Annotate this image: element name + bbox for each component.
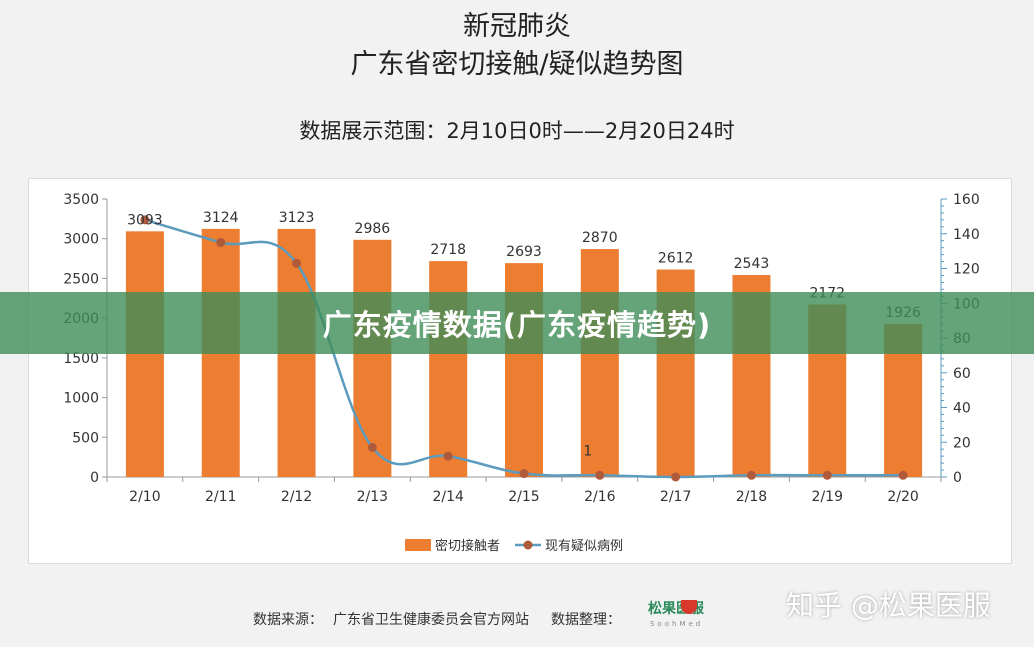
footer-source-org: 广东省卫生健康委员会官方网站 [333,612,529,628]
line-point-2/18 [746,470,756,480]
footer-credits: 数据来源： 广东省卫生健康委员会官方网站 数据整理： [253,609,621,629]
legend-line-label: 现有疑似病例 [545,538,623,554]
x-tick-label: 2/11 [205,489,236,505]
x-tick-label: 2/19 [812,489,843,505]
line-value-label: 1 [583,443,592,459]
line-point-2/13 [367,442,377,452]
bar-value-label: 3093 [127,212,163,228]
x-tick-label: 2/10 [129,489,160,505]
pot-icon [681,600,697,614]
x-tick-label: 2/17 [660,489,691,505]
line-point-2/20 [898,470,908,480]
x-tick-label: 2/15 [508,489,539,505]
y-left-tick-label: 1500 [63,351,99,367]
bar-value-label: 2693 [506,244,542,260]
data-range-caption: 数据展示范围：2月10日0时——2月20日24时 [299,119,735,143]
bar-value-label: 2612 [658,251,694,267]
legend-bar-swatch [405,539,431,551]
y-left-tick-label: 1000 [63,391,99,407]
y-left-tick-label: 2500 [63,271,99,287]
brand-logo: 松果医服 SoohMed [648,598,738,638]
bar-value-label: 3123 [279,210,315,226]
footer-source-label: 数据来源： [253,612,323,628]
y-left-tick-label: 500 [72,430,99,446]
chart-title-line1: 新冠肺炎 [463,11,571,42]
y-right-tick-label: 0 [953,470,962,486]
overlay-banner-text: 广东疫情数据(广东疫情趋势) [322,308,712,342]
line-point-2/12 [292,258,302,268]
bar-value-label: 2543 [734,256,770,272]
line-point-2/10 [140,215,150,225]
bar-2/13 [353,239,392,477]
y-left-tick-label: 3500 [63,192,99,208]
y-right-tick-label: 120 [953,262,980,278]
combo-chart: 0500100015002000250030003500020406080100… [63,192,980,554]
line-point-2/11 [216,237,226,247]
bar-2/10 [125,231,164,477]
y-right-tick-label: 160 [953,192,980,208]
line-point-2/16 [595,470,605,480]
chart-title-line2: 广东省密切接触/疑似趋势图 [350,49,684,80]
x-tick-label: 2/20 [887,489,918,505]
legend-line-marker [523,540,533,550]
y-right-tick-label: 20 [953,435,971,451]
legend-bar-label: 密切接触者 [435,538,500,554]
y-left-tick-label: 0 [90,470,99,486]
x-tick-label: 2/12 [281,489,312,505]
x-tick-label: 2/14 [432,489,464,505]
brand-logo-subtext: SoohMed [650,620,704,628]
line-point-2/15 [519,469,529,479]
y-right-tick-label: 40 [953,401,971,417]
watermark: 知乎 @松果医服 [786,589,991,622]
bar-2/16 [580,249,619,477]
x-tick-label: 2/18 [736,489,767,505]
bar-value-label: 2986 [355,221,391,237]
x-tick-label: 2/16 [584,489,616,505]
line-point-2/14 [443,451,453,461]
bar-value-label: 3124 [203,210,239,226]
line-series-path [144,218,904,479]
bar-value-label: 2870 [582,230,618,246]
overlay-banner: 广东疫情数据(广东疫情趋势) [0,292,1034,354]
line-point-2/19 [822,470,832,480]
y-right-tick-label: 60 [953,366,971,382]
chart-panel: 0500100015002000250030003500020406080100… [28,178,1012,564]
x-tick-label: 2/13 [357,489,388,505]
line-point-2/17 [671,472,681,482]
bar-value-label: 2718 [430,242,466,258]
footer-arranged-label: 数据整理： [551,612,621,628]
y-left-tick-label: 3000 [63,232,99,248]
y-right-tick-label: 140 [953,227,980,243]
